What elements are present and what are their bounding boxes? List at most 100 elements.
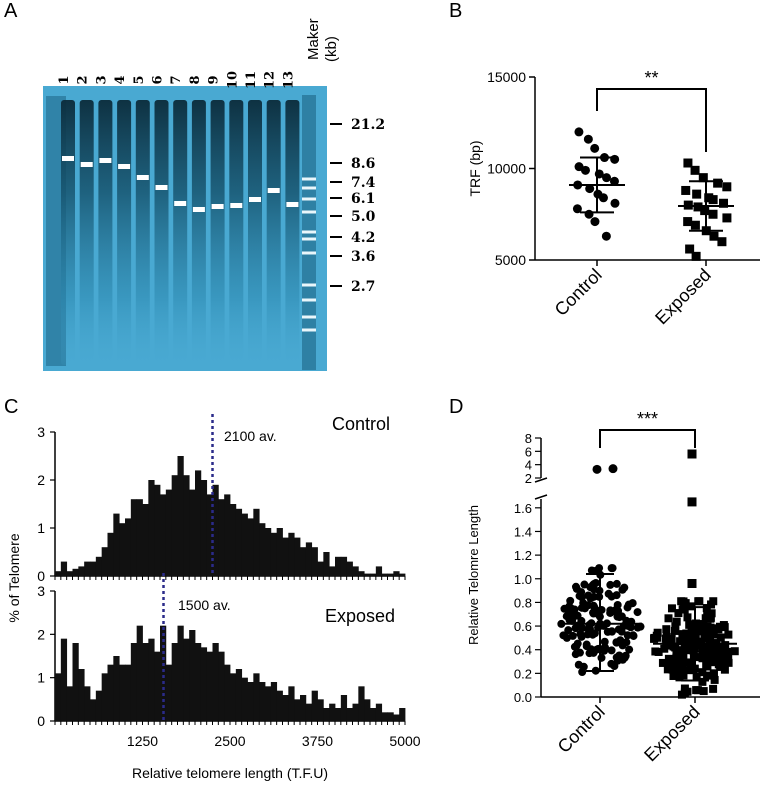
chart-c-bar [282,537,289,576]
chart-b-point [601,231,611,241]
chart-d-point [703,622,712,631]
chart-c-bar [381,573,388,576]
chart-d-outlier [687,497,697,507]
chart-c-bar [171,475,178,576]
chart-c-series-label: Exposed [325,606,395,626]
chart-d-point [707,609,716,618]
chart-d-point [615,613,624,622]
gel-marker-band [302,315,316,319]
chart-c-bar [346,561,353,576]
gel-lane-label: 7 [169,75,184,84]
chart-c-bar [60,638,68,721]
chart-b-point [722,182,732,192]
chart-d-y-tick-label: 1.2 [514,548,532,563]
chart-c-bar [195,643,202,721]
marker-label: Maker [305,18,322,60]
chart-d-y-tick-label: 0.6 [514,619,532,634]
chart-c-bar [95,556,103,576]
panel-label-d: D [449,396,464,418]
gel-marker-band [302,177,316,181]
chart-d-point [633,608,642,617]
chart-b-point [609,176,619,186]
chart-c-bar [148,480,155,576]
chart-c-bar [84,686,91,721]
chart-d-point [575,591,584,600]
chart-b-point [583,134,593,144]
chart-b-point [683,158,693,168]
chart-d-point [674,609,683,618]
chart-d-point [687,620,696,629]
chart-b-point [690,165,700,175]
chart-c-bar [165,489,173,576]
chart-d-point [709,684,718,693]
marker-size-label: 3.6 [351,249,375,265]
chart-b-point [572,204,582,214]
chart-c-bar [90,699,97,721]
chart-d-point [595,564,604,573]
chart-d-point [692,619,701,628]
chart-b-point [692,189,702,199]
chart-c-bar [352,566,359,576]
chart-d-point [701,614,710,623]
chart-d-outlier [687,578,697,588]
chart-c-bar [282,695,289,721]
chart-c-bar [305,542,313,576]
chart-d-point [704,655,713,664]
chart-d-point [717,650,726,659]
chart-d-point [703,662,712,671]
chart-c-bar [235,669,243,721]
chart-d-point [594,644,603,653]
chart-b-point [709,231,719,241]
chart-d-point [694,597,703,606]
chart-c-bar [340,556,348,576]
chart-c-y-tick-label: 3 [37,583,45,599]
gel-lane [266,100,281,365]
chart-c-bar [130,643,138,721]
chart-d-y-tick-label: 8 [525,431,532,446]
chart-c-bar [84,561,91,576]
chart-d-point [607,646,616,655]
chart-c-bar [212,484,219,576]
gel-marker-band [302,237,316,241]
chart-d-point [667,665,676,674]
chart-d-point [681,646,690,655]
gel-lane [154,100,169,365]
gel-marker-band [302,197,316,201]
chart-c-bar [235,508,243,576]
gel-marker-band [302,230,316,234]
marker-unit-label: (kb) [323,36,340,62]
gel-lane-label: 9 [207,75,222,84]
gel-lane [98,100,113,365]
chart-b-point [580,165,590,175]
chart-c-x-tick-label: 5000 [389,733,420,749]
chart-d-point [660,644,669,653]
chart-d-point [698,654,707,663]
chart-d-point [666,638,675,647]
chart-d-point [682,629,691,638]
chart-d-point [589,585,598,594]
chart-c-bar [195,470,202,576]
gel-lane [173,100,188,365]
chart-b-significance-bracket [596,88,707,152]
chart-d-point [701,634,710,643]
chart-d-y-tick-label: 2 [525,471,532,486]
chart-d-point [607,659,616,668]
chart-d-point [712,645,721,654]
chart-c-mean-label: 2100 av. [224,428,277,444]
chart-d-point [582,640,591,649]
chart-c-bar [189,489,196,576]
chart-c-bar [55,673,62,721]
chart-b-point [585,184,595,194]
chart-d-point [620,583,629,592]
chart-d-point [629,631,638,640]
chart-d-y-tick-label: 4 [525,458,532,473]
chart-c-bar [60,561,68,576]
gel-lane-label: 12 [263,71,278,89]
chart-c-bar [346,708,353,721]
chart-c-bar [265,528,272,576]
marker-size-label: 4.2 [351,230,375,246]
chart-d-point [564,626,573,635]
chart-c-bar [183,475,190,576]
gel-band-marker [80,162,93,167]
